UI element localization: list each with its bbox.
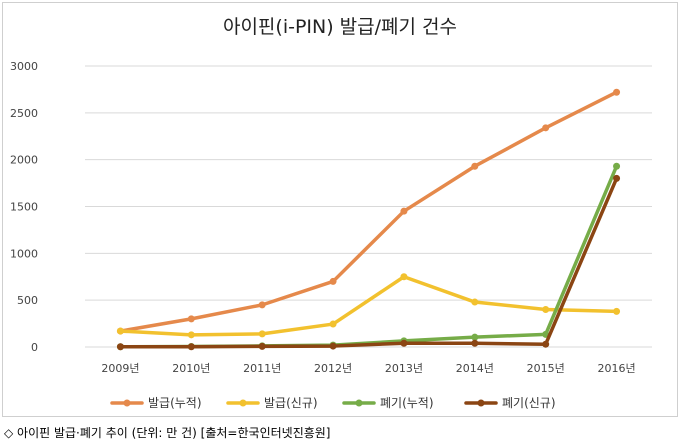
y-tick-label: 1500	[10, 201, 38, 214]
data-point	[542, 306, 550, 314]
chart-title: 아이핀(i-PIN) 발급/폐기 건수	[223, 16, 457, 38]
legend-swatch-marker	[355, 399, 363, 407]
y-tick-label: 2000	[10, 154, 38, 167]
data-point	[471, 162, 479, 170]
series-layer	[116, 88, 621, 351]
x-tick-label: 2009년	[101, 362, 139, 375]
legend-label: 폐기(신규)	[502, 396, 556, 410]
data-point	[116, 343, 124, 351]
x-tick-label: 2010년	[172, 362, 210, 375]
series-line	[118, 275, 619, 337]
axis-layer: 0 500 1000 1500 2000 2500 3000 2009년 2010년 2011년 2…	[10, 60, 636, 375]
y-tick-label: 0	[31, 341, 38, 354]
x-tick-label: 2014년	[456, 362, 494, 375]
data-point	[400, 339, 408, 347]
y-tick-label: 1000	[10, 247, 38, 260]
data-point	[329, 342, 337, 350]
x-tick-label: 2016년	[598, 362, 636, 375]
x-tick-label: 2012년	[314, 362, 352, 375]
y-tick-label: 2500	[10, 107, 38, 120]
data-point	[471, 339, 479, 347]
data-point	[187, 315, 195, 323]
data-point	[187, 343, 195, 351]
data-point	[400, 273, 408, 281]
chart-frame	[2, 2, 678, 417]
data-point	[471, 333, 479, 341]
legend-item: 발급(신규)	[226, 396, 318, 410]
legend: 발급(누적) 발급(신규) 폐기(누적) 폐기(신규)	[110, 396, 556, 410]
chart-caption: ◇ 아이핀 발급·폐기 추이 (단위: 만 건) [출처=한국인터넷진흥원]	[4, 426, 331, 440]
data-point	[329, 277, 337, 285]
data-point	[116, 327, 124, 335]
data-point	[258, 342, 266, 350]
data-point	[613, 307, 621, 315]
legend-label: 발급(신규)	[264, 396, 318, 410]
legend-swatch-marker	[239, 399, 247, 407]
series-4	[116, 174, 621, 351]
legend-label: 폐기(누적)	[380, 396, 434, 410]
data-point	[471, 298, 479, 306]
data-point	[187, 331, 195, 339]
legend-swatch-marker	[477, 399, 485, 407]
y-tick-label: 3000	[10, 60, 38, 73]
data-point	[542, 340, 550, 348]
data-point	[258, 301, 266, 309]
series-2	[116, 273, 621, 339]
data-point	[613, 88, 621, 96]
data-point	[613, 162, 621, 170]
series-line	[118, 90, 619, 333]
legend-item: 발급(누적)	[110, 396, 202, 410]
x-tick-label: 2011년	[243, 362, 281, 375]
data-point	[613, 174, 621, 182]
data-point	[329, 320, 337, 328]
x-tick-label: 2015년	[527, 362, 565, 375]
data-point	[400, 207, 408, 215]
legend-item: 폐기(누적)	[342, 396, 434, 410]
legend-swatch-marker	[123, 399, 131, 407]
x-tick-label: 2013년	[385, 362, 423, 375]
grid-layer	[85, 65, 652, 348]
legend-label: 발급(누적)	[148, 396, 202, 410]
data-point	[542, 124, 550, 132]
legend-item: 폐기(신규)	[464, 396, 556, 410]
y-tick-label: 500	[17, 294, 38, 307]
series-line	[118, 176, 619, 349]
series-1	[116, 88, 621, 335]
data-point	[258, 330, 266, 338]
